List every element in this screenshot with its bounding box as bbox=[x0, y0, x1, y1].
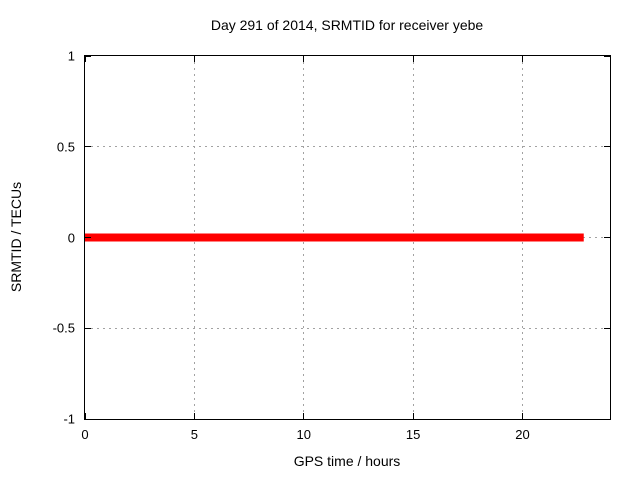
x-tick-label: 10 bbox=[296, 427, 311, 442]
y-tick-mark bbox=[85, 55, 91, 57]
y-tick-mark bbox=[604, 146, 610, 148]
x-tick-label: 15 bbox=[405, 427, 421, 442]
x-tick-mark bbox=[193, 413, 195, 419]
y-tick-mark bbox=[604, 237, 610, 238]
chart-title: Day 291 of 2014, SRMTID for receiver yeb… bbox=[210, 17, 484, 33]
y-tick-label: -1 bbox=[63, 411, 75, 427]
y-tick-mark bbox=[604, 55, 610, 57]
x-tick-mark bbox=[412, 56, 414, 62]
x-tick-label: 0 bbox=[81, 427, 89, 442]
y-axis-label: SRMTID / TECUs bbox=[8, 181, 24, 293]
x-axis-label: GPS time / hours bbox=[293, 453, 401, 469]
x-tick-mark bbox=[84, 413, 86, 419]
y-tick-mark bbox=[85, 418, 91, 420]
x-tick-mark bbox=[303, 56, 305, 62]
x-tick-mark bbox=[303, 413, 305, 419]
y-gridline bbox=[85, 327, 610, 329]
x-tick-mark bbox=[412, 413, 414, 419]
y-tick-label: -0.5 bbox=[52, 320, 75, 336]
y-tick-mark bbox=[85, 237, 91, 238]
x-tick-mark bbox=[522, 413, 523, 419]
x-tick-mark bbox=[84, 56, 86, 62]
y-tick-mark bbox=[604, 327, 610, 329]
x-tick-mark bbox=[193, 56, 195, 62]
x-tick-mark bbox=[522, 56, 523, 62]
series-layer bbox=[85, 233, 584, 242]
y-tick-label: 0.5 bbox=[56, 139, 75, 155]
x-tick-label: 5 bbox=[190, 427, 198, 442]
y-tick-mark bbox=[85, 146, 91, 148]
x-tick-label: 20 bbox=[515, 427, 530, 442]
y-tick-label: 1 bbox=[67, 48, 75, 64]
plot-area bbox=[84, 55, 611, 420]
y-tick-mark bbox=[85, 327, 91, 329]
y-tick-label: 0 bbox=[67, 230, 75, 245]
y-gridline bbox=[85, 146, 610, 148]
y-tick-mark bbox=[604, 418, 610, 420]
